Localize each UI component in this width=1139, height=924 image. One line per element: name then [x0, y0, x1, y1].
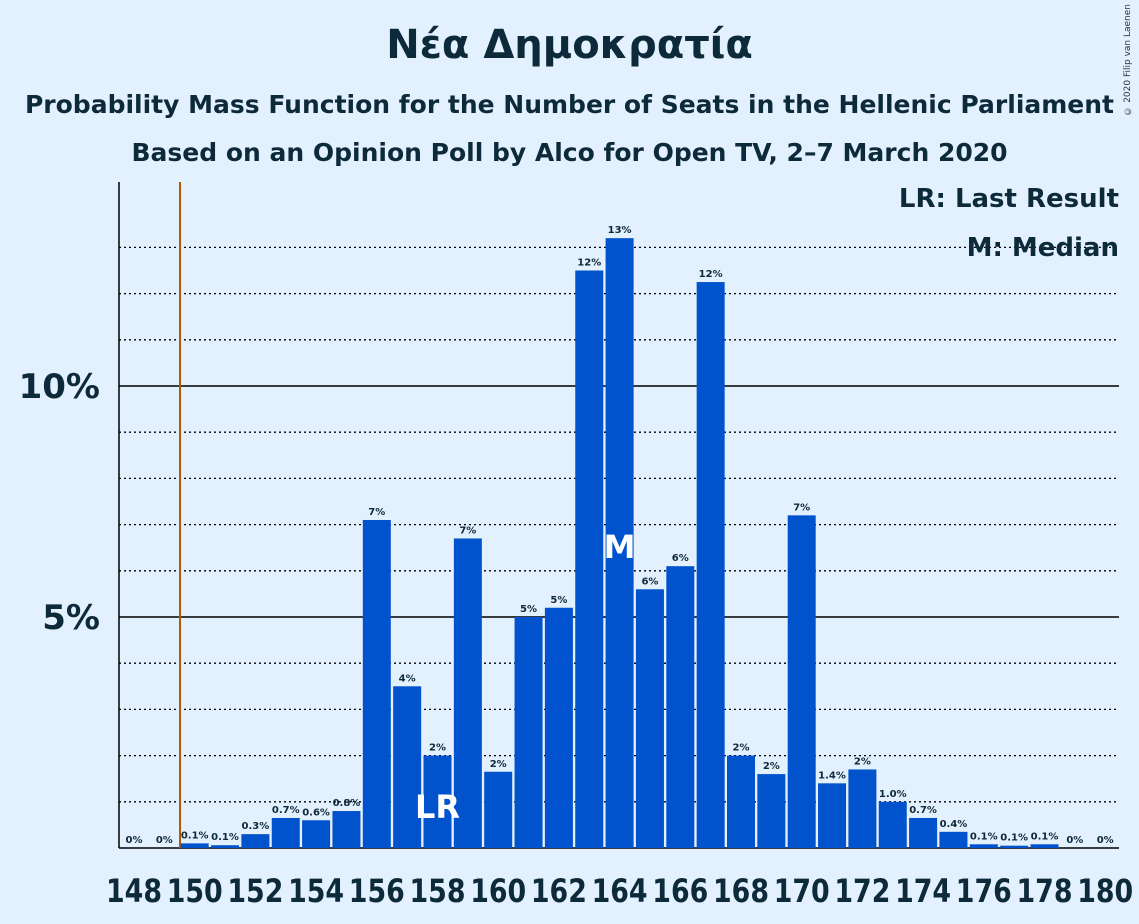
bar-value-label: 0% — [1066, 835, 1083, 846]
x-tick-label: 174 — [895, 872, 951, 910]
bar-seat-150 — [180, 843, 209, 848]
chart-source: Based on an Opinion Poll by Alco for Ope… — [131, 138, 1008, 167]
bar-seat-154 — [302, 820, 331, 848]
x-tick-label: 168 — [713, 872, 769, 910]
x-tick-label: 166 — [652, 872, 708, 910]
x-tick-label: 148 — [106, 872, 162, 910]
bar-value-label: 6% — [672, 553, 689, 564]
bar-value-label: 0.6% — [302, 807, 330, 818]
last-result-marker: LR — [415, 788, 460, 826]
bar-value-label: 7% — [368, 507, 385, 518]
legend-last-result: LR: Last Result — [898, 184, 1119, 214]
bar-value-label: 2% — [490, 759, 507, 770]
x-tick-label: 180 — [1077, 872, 1133, 910]
x-tick-label: 152 — [227, 872, 283, 910]
bar-seat-170 — [787, 515, 816, 848]
bar-value-label: 2% — [429, 743, 446, 754]
bar-value-label: 0.7% — [272, 805, 300, 816]
bar-seat-158 — [423, 755, 452, 848]
x-tick-label: 170 — [774, 872, 830, 910]
bar-value-label: 0.8% — [333, 798, 361, 809]
bar-seat-164 — [605, 238, 634, 848]
bar-value-label: 0.4% — [940, 819, 968, 830]
x-tick-label: 154 — [288, 872, 344, 910]
bar-seat-165 — [635, 589, 664, 848]
chart-title: Νέα Δημοκρατία — [386, 22, 753, 68]
x-tick-label: 150 — [167, 872, 223, 910]
bar-value-label: 2% — [733, 743, 750, 754]
bar-value-label: 12% — [699, 269, 723, 280]
bar-seat-166 — [666, 566, 695, 848]
bar-value-label: 0% — [1097, 835, 1114, 846]
bar-value-label: 0.1% — [181, 830, 209, 841]
x-tick-label: 160 — [470, 872, 526, 910]
bar-seat-172 — [848, 769, 877, 848]
bar-seat-162 — [544, 607, 573, 848]
bar-value-label: 7% — [793, 502, 810, 513]
bar-seat-163 — [575, 270, 604, 848]
y-tick-label: 5% — [42, 598, 100, 638]
bar-value-label: 1.4% — [818, 770, 846, 781]
bar-value-label: 0.7% — [909, 805, 937, 816]
bar-value-label: 7% — [459, 525, 476, 536]
x-tick-label: 162 — [531, 872, 587, 910]
bar-value-label: 0.3% — [242, 821, 270, 832]
bar-value-label: 0% — [156, 835, 173, 846]
bar-seat-176 — [969, 844, 998, 848]
bar-value-label: 13% — [608, 225, 632, 236]
bar-seat-156 — [362, 519, 391, 848]
bar-value-label: 5% — [550, 595, 567, 606]
x-tick-label: 164 — [592, 872, 648, 910]
bar-value-label: 2% — [763, 761, 780, 772]
bar-seat-178 — [1030, 844, 1059, 848]
bar-seat-171 — [818, 783, 847, 848]
bar-seat-173 — [878, 801, 907, 848]
bar-seat-175 — [939, 831, 968, 848]
bar-seat-168 — [727, 755, 755, 848]
bar-seat-159 — [453, 538, 482, 848]
legend-median: M: Median — [966, 233, 1119, 263]
bar-seat-155 — [332, 811, 361, 848]
x-tick-label: 158 — [410, 872, 466, 910]
bar-value-label: 2% — [854, 756, 871, 767]
bar-value-label: 0.1% — [1031, 831, 1059, 842]
bar-seat-151 — [211, 845, 240, 848]
bar-seat-157 — [393, 686, 422, 848]
x-tick-label: 178 — [1017, 872, 1073, 910]
bar-value-label: 5% — [520, 604, 537, 615]
bar-seat-169 — [757, 774, 786, 848]
bar-value-label: 12% — [577, 258, 601, 269]
median-marker: M — [604, 528, 636, 566]
bar-seat-153 — [271, 817, 300, 848]
bar-value-label: 4% — [399, 673, 416, 684]
y-tick-label: 10% — [19, 367, 100, 407]
bar-value-label: 1.0% — [879, 789, 907, 800]
bar-seat-152 — [241, 834, 270, 848]
bar-seat-161 — [514, 617, 543, 848]
chart-subtitle: Probability Mass Function for the Number… — [24, 90, 1115, 119]
bar-value-label: 6% — [641, 576, 658, 587]
bar-seat-160 — [484, 771, 513, 848]
bar-seat-174 — [909, 817, 938, 848]
bar-value-label: 0.1% — [211, 832, 239, 843]
x-tick-label: 156 — [349, 872, 405, 910]
bar-value-label: 0.1% — [1000, 833, 1028, 844]
bar-seat-167 — [696, 282, 725, 848]
bar-value-label: 0% — [126, 835, 143, 846]
bar-seat-177 — [1000, 845, 1029, 848]
x-tick-label: 176 — [956, 872, 1012, 910]
bar-value-label: 0.1% — [970, 831, 998, 842]
x-tick-label: 172 — [834, 872, 890, 910]
